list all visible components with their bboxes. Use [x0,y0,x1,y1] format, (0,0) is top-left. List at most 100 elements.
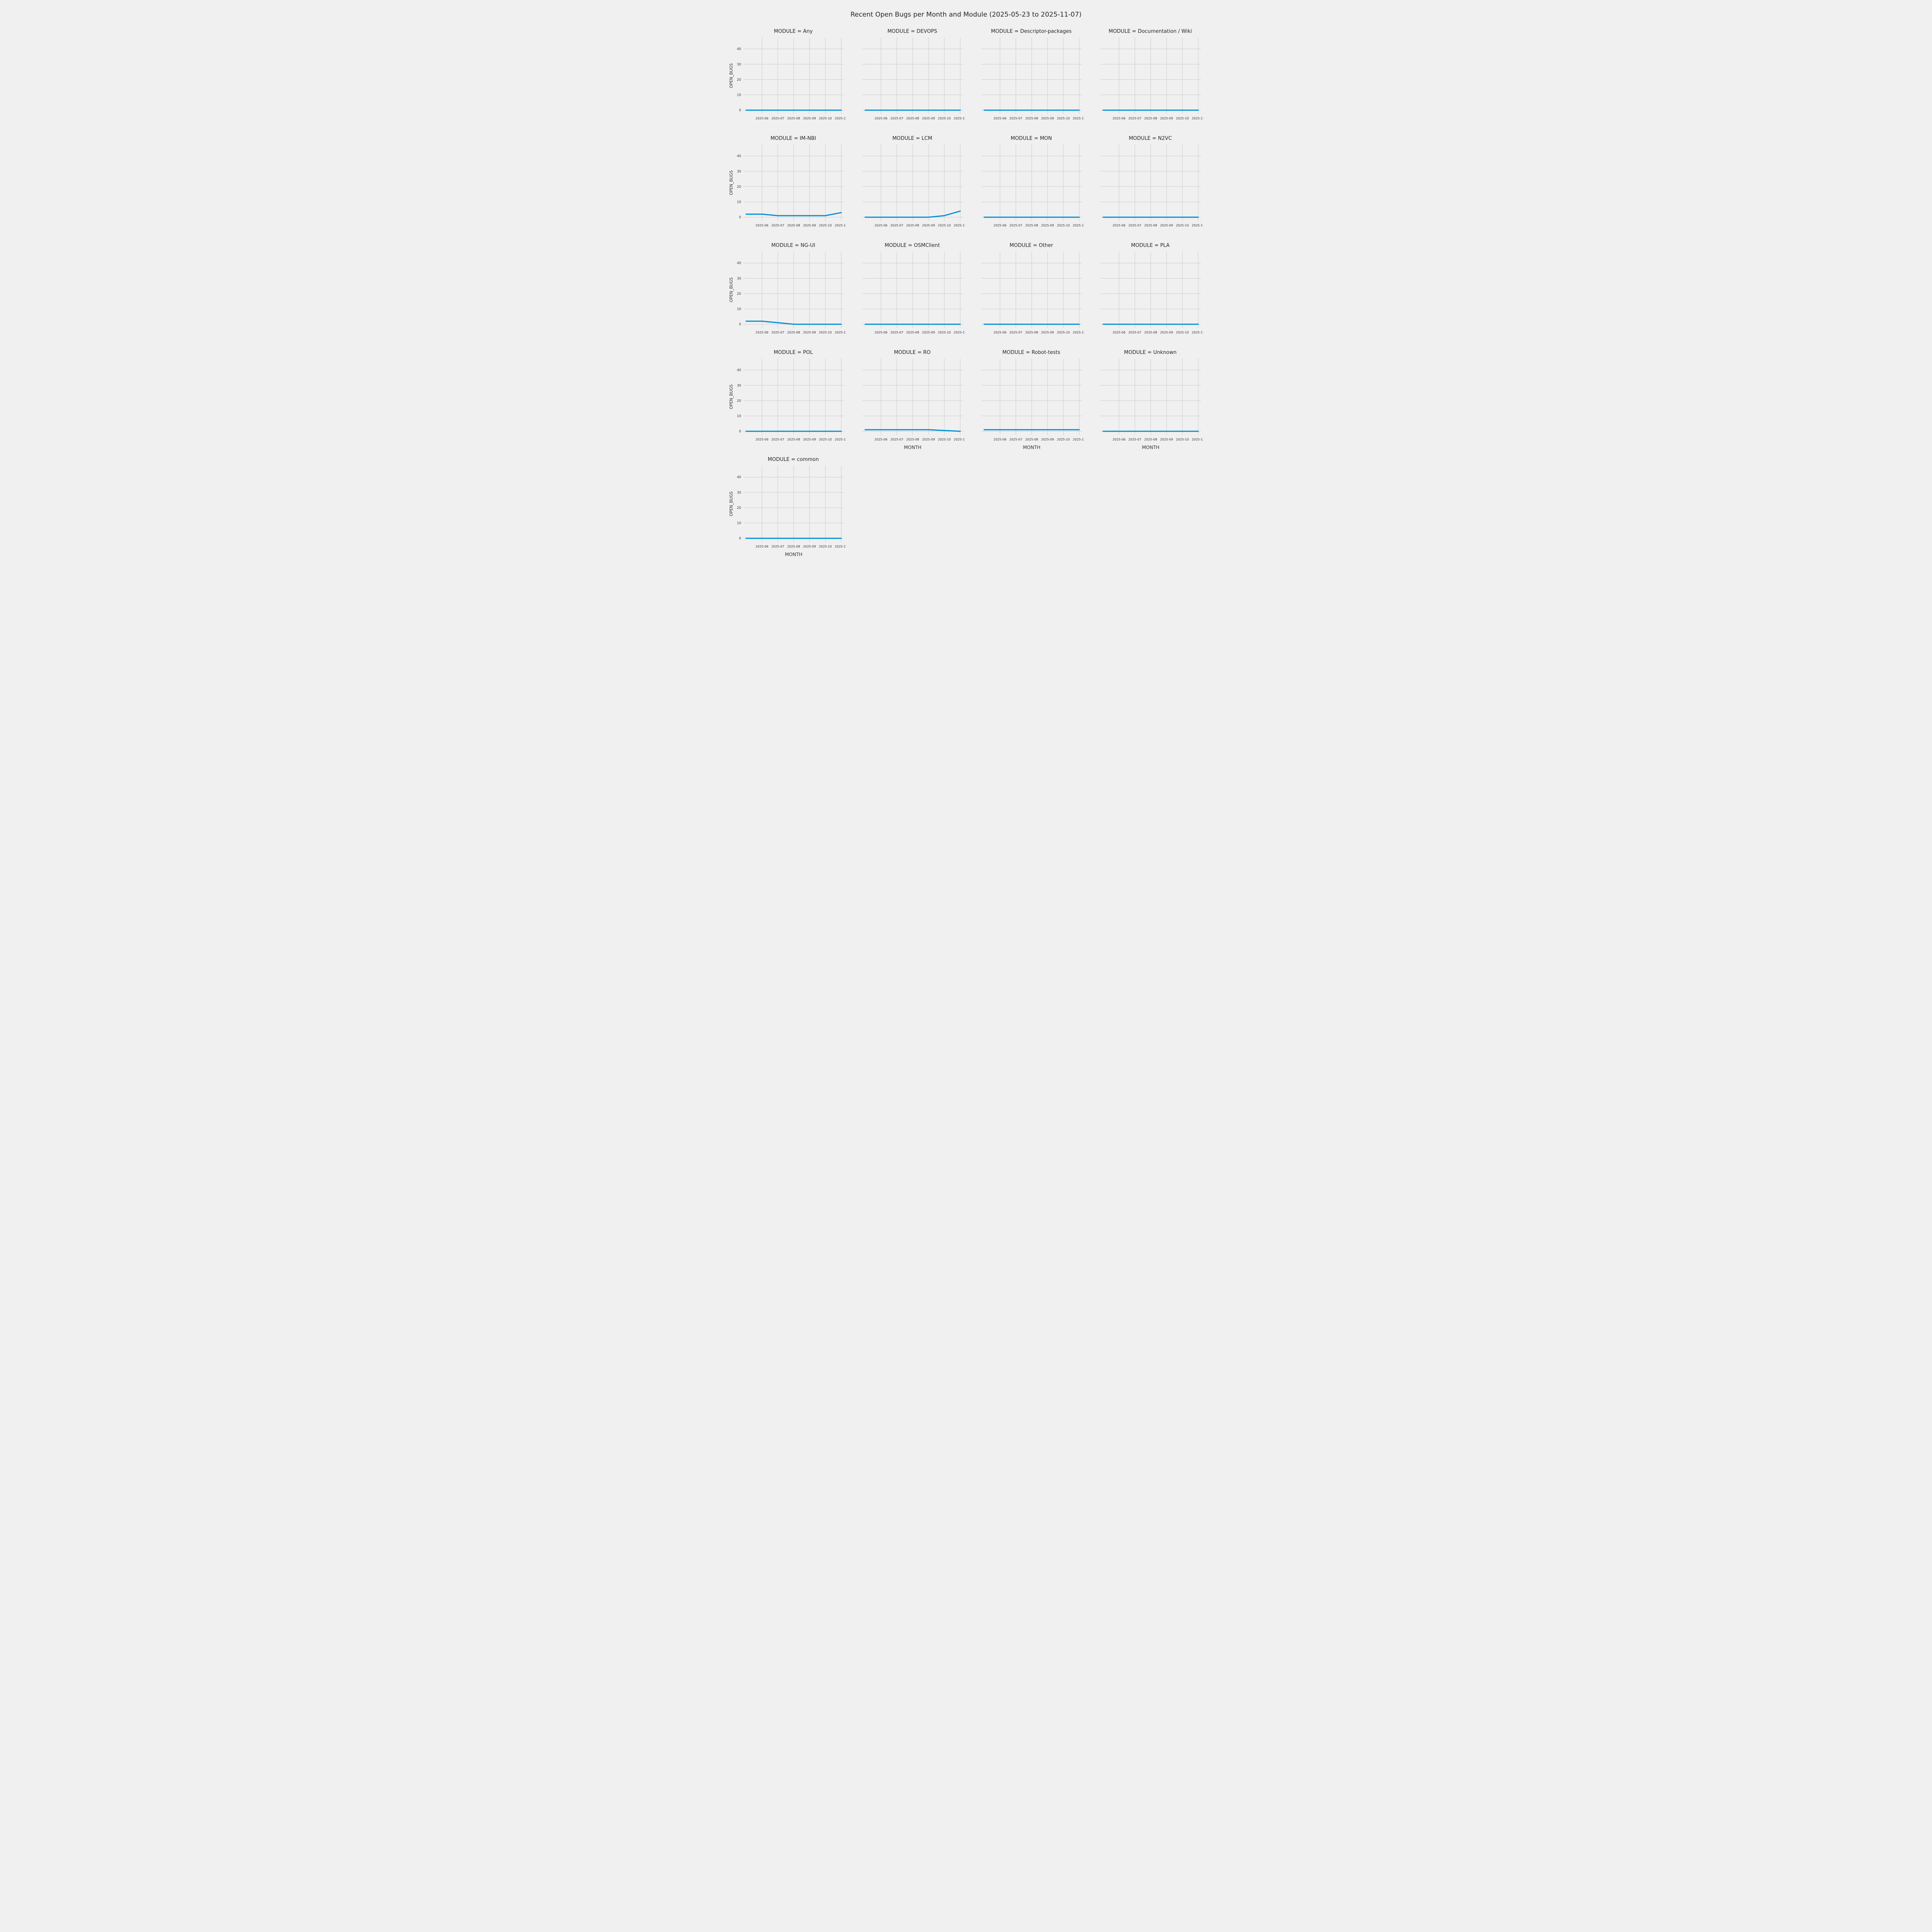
x-tick-label: 2025-09 [922,438,935,441]
x-tick-label: 2025-06 [1112,117,1125,120]
x-tick-label: 2025-11 [1073,438,1084,441]
x-tick-label: 2025-08 [1144,224,1157,227]
facet-plot: 2025-06 2025-07 2025-08 2025-09 2025-10 2025-… [862,359,965,450]
x-tick-label: 2025-06 [1112,438,1125,441]
grid [862,145,963,221]
x-tick-labels: 2025-06 2025-07 2025-08 2025-09 2025-10 2025-… [755,545,846,548]
x-tick-label: 2025-06 [993,117,1006,120]
y-tick-labels: 0 10 20 30 40 [737,48,741,112]
chart-title: Recent Open Bugs per Month and Module (2… [850,11,1082,19]
facet-title: MODULE = Unknown [1124,350,1177,355]
x-tick-labels: 2025-06 2025-07 2025-08 2025-09 2025-10 2025-… [993,331,1084,334]
facet-panel: MODULE = OSMClient 2025-06 2025-07 2025-08 2… [848,243,965,346]
y-tick-label: 10 [737,522,741,526]
facet-plot: 2025-06 2025-07 2025-08 2025-09 2025-10 2025-… [729,466,846,557]
x-tick-label: 2025-07 [771,438,784,441]
y-tick-label: 10 [737,94,741,97]
x-tick-label: 2025-10 [938,331,951,334]
x-tick-label: 2025-06 [755,224,768,227]
x-tick-label: 2025-08 [1025,224,1038,227]
x-tick-label: 2025-11 [954,331,965,334]
facet-plot: 2025-06 2025-07 2025-08 2025-09 2025-10 2025-… [1100,252,1203,334]
x-tick-label: 2025-11 [1073,224,1084,227]
x-tick-label: 2025-08 [1025,331,1038,334]
x-tick-label: 2025-09 [1041,331,1054,334]
y-tick-label: 20 [737,399,741,403]
facet-title: MODULE = DEVOPS [887,29,937,34]
facet-panel: MODULE = Robot-tests 2025-06 2025-07 2025-0… [967,350,1084,453]
bugs-line [864,210,961,218]
x-tick-label: 2025-07 [1128,438,1141,441]
y-tick-labels: 0 10 20 30 40 [737,476,741,541]
y-axis-label: OPEN_BUGS [729,63,734,88]
y-tick-label: 40 [737,48,741,51]
x-tick-label: 2025-08 [1144,331,1157,334]
x-axis-label: MONTH [1023,445,1040,450]
facet-panel: MODULE = PLA 2025-06 2025-07 2025-08 2025-09… [1086,243,1203,346]
x-tick-label: 2025-06 [1112,224,1125,227]
x-tick-label: 2025-10 [1057,331,1070,334]
x-tick-labels: 2025-06 2025-07 2025-08 2025-09 2025-10 2025-… [993,438,1084,441]
x-tick-label: 2025-07 [1128,224,1141,227]
y-tick-label: 20 [737,185,741,189]
x-tick-label: 2025-09 [922,117,935,120]
y-tick-label: 40 [737,155,741,158]
y-tick-label: 0 [739,109,741,112]
x-tick-label: 2025-10 [1176,438,1189,441]
x-tick-label: 2025-07 [890,224,903,227]
x-tick-label: 2025-07 [1009,331,1022,334]
x-tick-label: 2025-11 [1192,438,1203,441]
facet-plot: 2025-06 2025-07 2025-08 2025-09 2025-10 2025-… [729,252,846,334]
facet-title: MODULE = Other [1009,243,1053,248]
y-tick-label: 20 [737,78,741,82]
facet-panel: MODULE = common 2025-06 2025-07 2025-08 2025… [729,457,846,560]
x-tick-label: 2025-07 [890,438,903,441]
y-tick-label: 40 [737,369,741,372]
x-tick-label: 2025-07 [771,545,784,548]
x-tick-label: 2025-10 [819,224,832,227]
facet-title: MODULE = Robot-tests [1002,350,1060,355]
facet-grid: MODULE = Any 2025-06 2025-07 2025-08 2025-09… [729,29,1203,560]
x-tick-label: 2025-11 [1073,331,1084,334]
facet-panel: MODULE = NG-UI 2025-06 2025-07 2025-08 2025-… [729,243,846,346]
x-tick-label: 2025-09 [1160,117,1173,120]
facet-panel: MODULE = RO 2025-06 2025-07 2025-08 2025-09 2… [848,350,965,453]
x-tick-label: 2025-11 [1192,224,1203,227]
facet-panel: MODULE = POL 2025-06 2025-07 2025-08 2025-09… [729,350,846,453]
facet-plot: 2025-06 2025-07 2025-08 2025-09 2025-10 2025-… [729,145,846,227]
x-tick-label: 2025-06 [1112,331,1125,334]
facet-title: MODULE = RO [894,350,931,355]
facet-plot: 2025-06 2025-07 2025-08 2025-09 2025-10 2025-… [1100,145,1203,227]
x-tick-labels: 2025-06 2025-07 2025-08 2025-09 2025-10 2025-… [1112,331,1203,334]
facet-plot: 2025-06 2025-07 2025-08 2025-09 2025-10 2025-… [1100,37,1203,120]
x-tick-label: 2025-06 [874,117,887,120]
x-tick-label: 2025-08 [787,545,800,548]
facet-title: MODULE = Descriptor-packages [991,29,1072,34]
x-tick-label: 2025-11 [954,224,965,227]
x-tick-label: 2025-10 [938,438,951,441]
x-tick-labels: 2025-06 2025-07 2025-08 2025-09 2025-10 2025-… [1112,438,1203,441]
x-tick-label: 2025-09 [803,117,816,120]
x-tick-label: 2025-07 [771,117,784,120]
x-tick-label: 2025-07 [771,331,784,334]
x-tick-labels: 2025-06 2025-07 2025-08 2025-09 2025-10 2025-… [874,117,965,120]
x-tick-label: 2025-11 [1192,117,1203,120]
x-axis-label: MONTH [904,445,921,450]
facet-title: MODULE = NG-UI [771,243,815,248]
x-tick-label: 2025-09 [803,331,816,334]
facet-title: MODULE = Any [774,29,813,34]
facet-title: MODULE = POL [774,350,813,355]
x-tick-label: 2025-09 [803,545,816,548]
x-tick-label: 2025-10 [938,117,951,120]
x-tick-label: 2025-07 [771,224,784,227]
x-tick-label: 2025-11 [835,224,846,227]
x-tick-label: 2025-09 [1160,224,1173,227]
facet-plot: 2025-06 2025-07 2025-08 2025-09 2025-10 2025-… [981,145,1084,227]
x-tick-label: 2025-10 [1057,117,1070,120]
x-tick-label: 2025-06 [993,438,1006,441]
x-tick-labels: 2025-06 2025-07 2025-08 2025-09 2025-10 2025-… [755,117,846,120]
grid [981,359,1082,435]
x-tick-labels: 2025-06 2025-07 2025-08 2025-09 2025-10 2025-… [874,438,965,441]
x-tick-label: 2025-11 [835,331,846,334]
y-tick-label: 0 [739,216,741,219]
